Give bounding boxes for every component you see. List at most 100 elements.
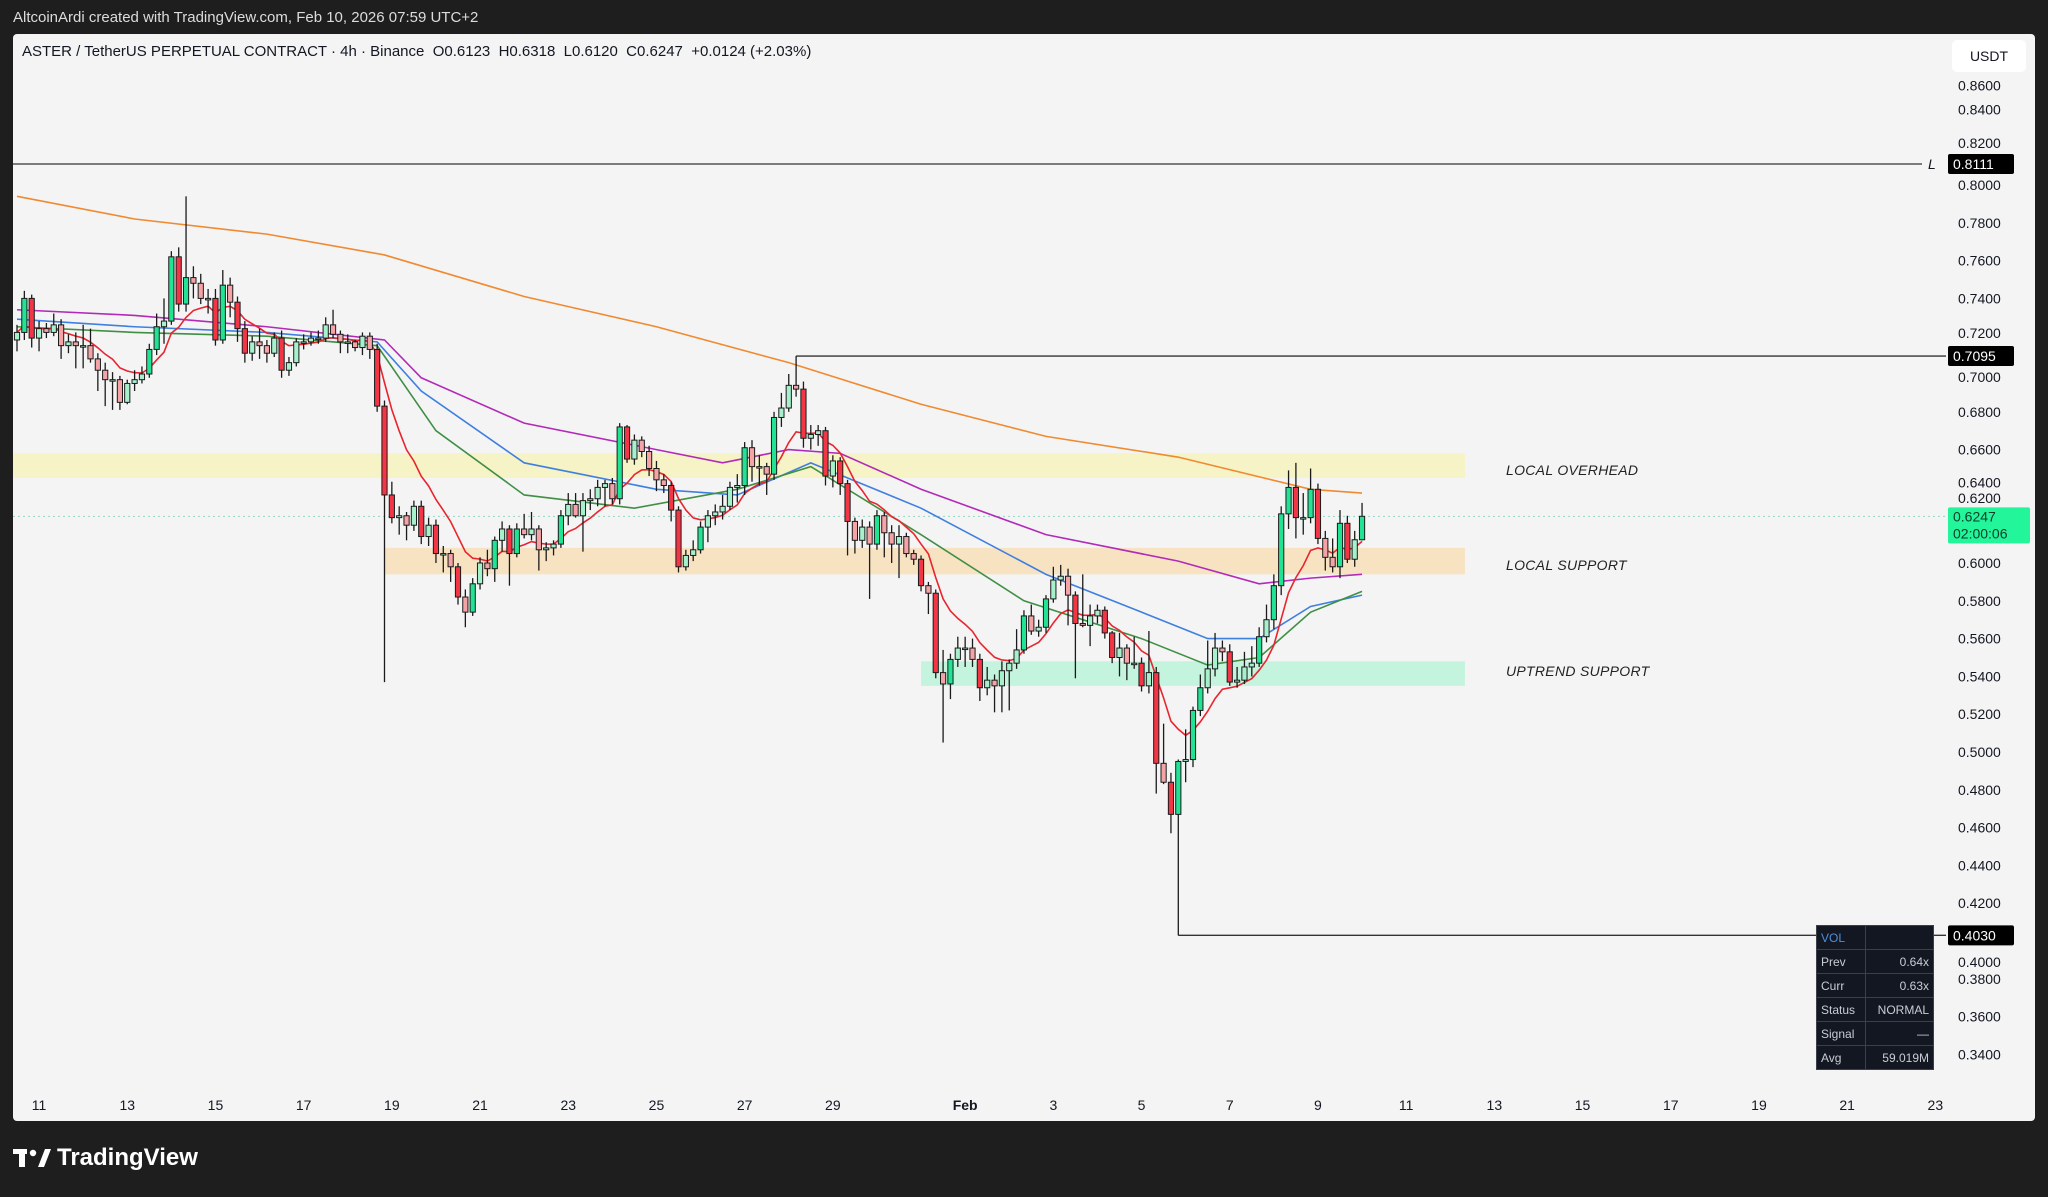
candle (256, 328, 263, 359)
candle (344, 334, 351, 354)
candle (947, 653, 954, 700)
candle (307, 332, 315, 346)
candle (543, 542, 550, 562)
candle-body (1094, 609, 1101, 617)
current-price-tag (1948, 507, 2030, 544)
symbol-legend[interactable]: ASTER / TetherUS PERPETUAL CONTRACT · 4h… (22, 43, 811, 60)
candle (329, 309, 337, 339)
time-tick-label: 23 (560, 1097, 576, 1113)
candle (410, 500, 417, 531)
candle (763, 462, 770, 495)
candle (50, 313, 57, 337)
candle-body (962, 647, 969, 651)
vol-row: VOL (1816, 925, 1935, 950)
candle (322, 317, 329, 342)
candle-body (43, 328, 50, 333)
candle-body (954, 647, 961, 660)
candle (1344, 515, 1351, 563)
candle-body (815, 430, 822, 435)
chart-panel[interactable] (13, 34, 2035, 1121)
candle-body (851, 520, 858, 541)
candle (58, 319, 65, 359)
candle (1285, 470, 1292, 529)
candle (1087, 604, 1094, 647)
candle (1226, 644, 1233, 686)
candle (1256, 627, 1263, 667)
candle-body (329, 324, 337, 335)
candle-body (352, 341, 359, 349)
time-tick-label: 23 (1928, 1097, 1944, 1113)
price-tick-label: 0.8400 (1958, 101, 2001, 117)
price-tag-label: 0.8111 (1953, 156, 1994, 172)
candle (1138, 657, 1145, 692)
candle-body (205, 297, 212, 301)
candle-body (168, 256, 175, 322)
candle-body (697, 526, 704, 551)
candle (219, 270, 226, 344)
candle-body (535, 528, 542, 551)
zone-local-overhead (13, 453, 1465, 478)
candle-body (837, 460, 844, 485)
candle (1307, 468, 1314, 524)
moving-averages-layer (16, 195, 1363, 737)
candle-body (293, 341, 300, 364)
candle-body (403, 515, 410, 526)
candle (881, 511, 888, 558)
candle (146, 343, 153, 378)
candle-body (1116, 647, 1123, 658)
candle-body (197, 282, 204, 299)
vol-value: 0.64x (1864, 949, 1935, 974)
moving-average-line (16, 305, 1363, 737)
candle-body (756, 466, 763, 469)
candle (197, 273, 204, 305)
price-tick-label: 0.4600 (1958, 820, 2001, 836)
candle-body (1160, 762, 1167, 783)
candle (1167, 772, 1175, 834)
candle (557, 510, 564, 548)
candle (1351, 530, 1358, 567)
zone-label-local-support: LOCAL SUPPORT (1506, 557, 1627, 573)
candle-body (770, 416, 778, 475)
tradingview-logo[interactable]: TradingView (13, 1144, 198, 1172)
volume-table: VOL Prev 0.64x Curr 0.63x Status NORMAL Sig… (1816, 925, 1935, 1070)
candle (1322, 530, 1329, 571)
candle (822, 426, 829, 486)
candle (873, 510, 881, 550)
candle-body (285, 362, 293, 371)
candle-body (1087, 615, 1094, 626)
candle-body (660, 479, 667, 487)
candle-body (1013, 649, 1020, 664)
candle (1241, 651, 1248, 684)
time-tick-label: 17 (296, 1097, 312, 1113)
price-tick-label: 0.6800 (1958, 404, 2001, 420)
candle (741, 442, 748, 495)
candle (1358, 502, 1366, 541)
candle (1270, 574, 1277, 630)
candle-body (396, 515, 403, 519)
candle-body (13, 331, 21, 341)
candle (521, 513, 528, 539)
candle-body (631, 439, 638, 460)
candle (418, 500, 425, 545)
candle (476, 557, 484, 590)
currency-button[interactable]: USDT (1952, 40, 2026, 72)
candle-body (1006, 662, 1013, 672)
candle-body (1234, 679, 1241, 683)
candle (748, 440, 756, 482)
candle (1175, 759, 1182, 936)
candle (954, 636, 961, 667)
candle (374, 343, 381, 412)
candle-body (572, 503, 579, 517)
candle-body (315, 337, 322, 341)
candle (1278, 506, 1285, 596)
candle-body (116, 379, 124, 403)
candle-body (859, 526, 866, 541)
vol-value: 0.63x (1864, 973, 1935, 998)
candle (359, 332, 366, 356)
candle (484, 549, 491, 577)
candle-body (1145, 672, 1153, 687)
candle-body (1153, 672, 1160, 764)
candle-body (278, 337, 285, 371)
price-tick-label: 0.7400 (1958, 290, 2001, 306)
